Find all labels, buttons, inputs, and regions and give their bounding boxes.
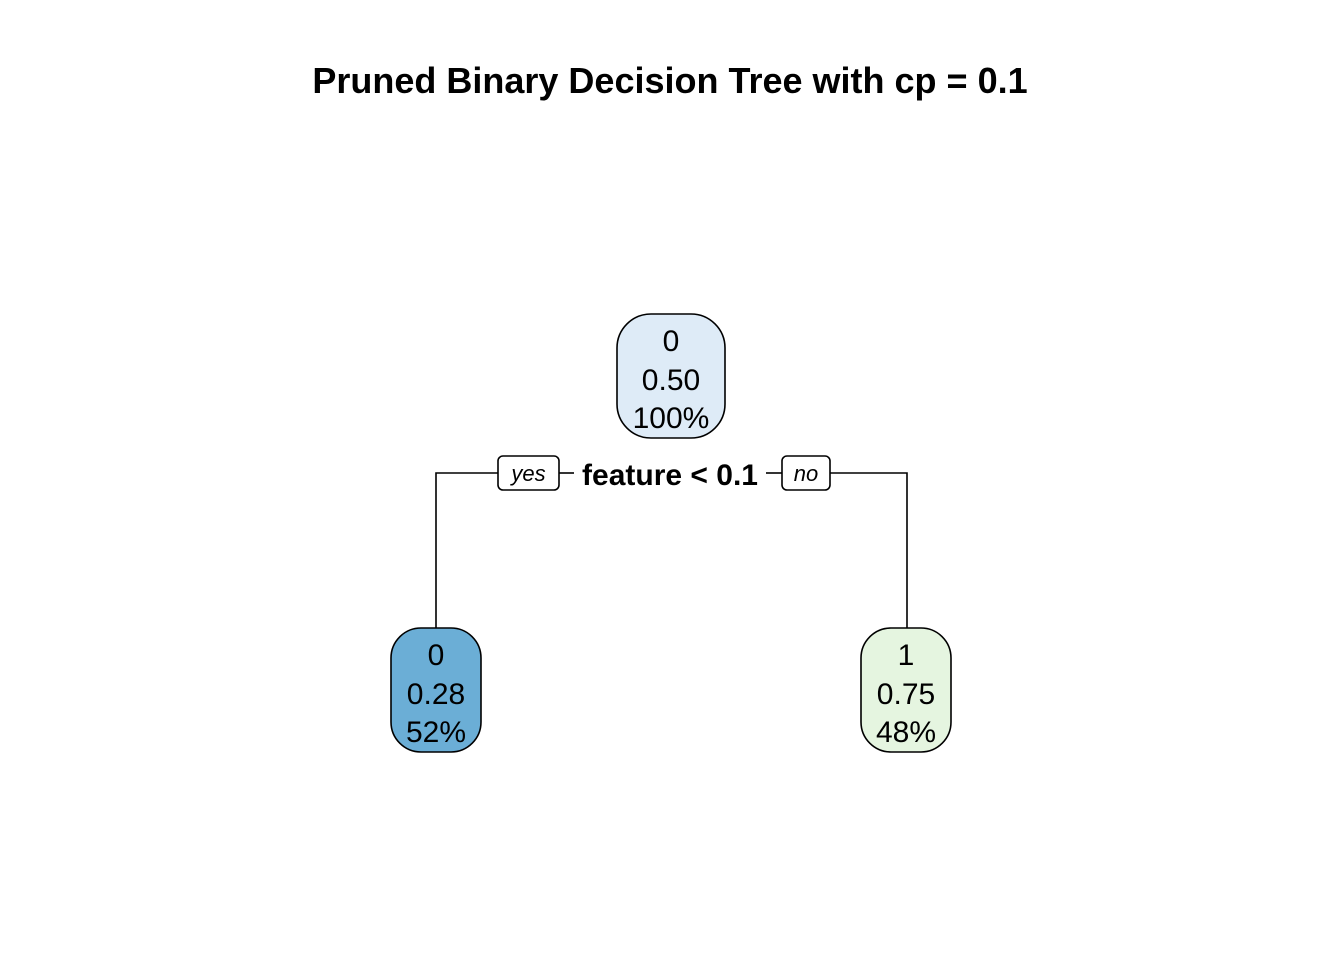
- tree-edges: [435, 472, 908, 628]
- edge-to-left: [435, 472, 498, 628]
- branch-yes: yes: [497, 455, 560, 491]
- split-condition-label: feature < 0.1: [582, 459, 758, 492]
- right-leaf-prob: 0.75: [877, 678, 935, 711]
- left-leaf-node-box: [390, 627, 482, 753]
- right-leaf-node: 1 0.75 48%: [860, 627, 952, 753]
- root-node: 0 0.50 100%: [616, 313, 726, 439]
- right-leaf-percent: 48%: [876, 716, 936, 749]
- root-node-prob: 0.50: [642, 364, 700, 397]
- root-node-box: [616, 313, 726, 439]
- branch-yes-label: yes: [509, 461, 545, 486]
- left-leaf-percent: 52%: [406, 716, 466, 749]
- chart-title: Pruned Binary Decision Tree with cp = 0.…: [312, 60, 1027, 101]
- branch-no-label: no: [794, 461, 818, 486]
- root-node-percent: 100%: [633, 402, 710, 435]
- right-leaf-class: 1: [898, 639, 915, 672]
- branch-no-box: [781, 455, 831, 491]
- edge-to-right: [830, 472, 908, 628]
- branch-no: no: [781, 455, 831, 491]
- root-node-class: 0: [663, 325, 680, 358]
- right-leaf-node-box: [860, 627, 952, 753]
- left-leaf-class: 0: [428, 639, 445, 672]
- branch-yes-box: [497, 455, 560, 491]
- left-leaf-prob: 0.28: [407, 678, 465, 711]
- left-leaf-node: 0 0.28 52%: [390, 627, 482, 753]
